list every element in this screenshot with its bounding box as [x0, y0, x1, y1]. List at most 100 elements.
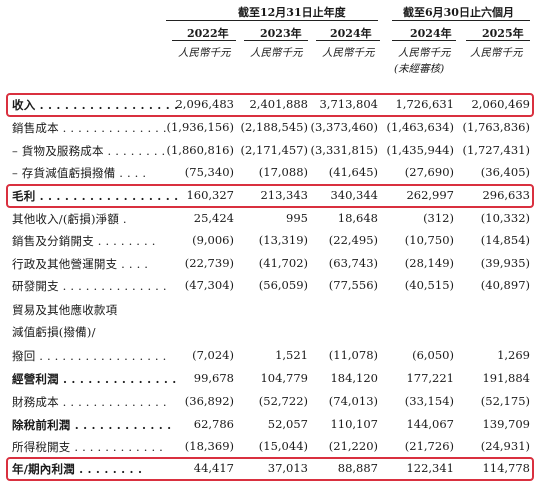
cell-value: (24,931) — [480, 439, 530, 453]
cell-value: (52,175) — [480, 394, 530, 408]
cell-value: (10,332) — [480, 211, 530, 225]
cell-value: (3,373,460) — [310, 120, 378, 134]
year-header: 2024年 — [330, 27, 372, 40]
cell-value: 1,726,631 — [395, 97, 454, 111]
cell-value: (9,006) — [192, 233, 234, 247]
revenue-highlight-box — [6, 93, 534, 117]
cell-value: 144,067 — [406, 417, 454, 431]
year-rule — [244, 40, 308, 41]
cell-value: (11,078) — [328, 348, 378, 362]
cell-value: (18,369) — [184, 439, 234, 453]
cell-value: 114,778 — [482, 461, 530, 475]
cell-value: (74,013) — [328, 394, 378, 408]
cell-value: 340,344 — [330, 188, 378, 202]
cell-value: 184,120 — [330, 371, 378, 385]
cell-value: 1,269 — [497, 348, 530, 362]
year-header: 2022年 — [187, 27, 229, 40]
cell-value: (36,405) — [480, 165, 530, 179]
cell-value: (36,892) — [184, 394, 234, 408]
row-label: 其他收入/(虧損)淨額 . — [12, 212, 127, 226]
cell-value: (75,340) — [184, 165, 234, 179]
cell-value: (22,739) — [184, 256, 234, 270]
row-label: 毛利 . . . . . . . . . . . . . . . . . — [12, 189, 179, 203]
cell-value: 44,417 — [193, 461, 234, 475]
cell-value: 1,521 — [275, 348, 308, 362]
cell-value: (56,059) — [258, 278, 308, 292]
cell-value: (33,154) — [404, 394, 454, 408]
cell-value: 122,341 — [406, 461, 454, 475]
cell-value: 52,057 — [267, 417, 308, 431]
cell-value: (1,435,944) — [386, 143, 454, 157]
cell-value: (22,495) — [328, 233, 378, 247]
year-rule — [316, 40, 380, 41]
unit-label: 人民幣千元 — [250, 47, 303, 59]
cell-value: (41,645) — [328, 165, 378, 179]
year-header: 2025年 — [482, 27, 524, 40]
row-label: 行政及其他營運開支 . . . . — [12, 257, 149, 271]
cell-value: (14,854) — [480, 233, 530, 247]
cell-value: 110,107 — [330, 417, 378, 431]
row-label: 銷售成本 . . . . . . . . . . . . . . — [12, 121, 167, 135]
cell-value: (39,935) — [480, 256, 530, 270]
fiscal-year-group-rule — [166, 20, 378, 21]
cell-value: (27,690) — [404, 165, 454, 179]
cell-value: 160,327 — [186, 188, 234, 202]
row-label: 減值虧損(撥備)/ — [12, 325, 96, 339]
row-label: 所得稅開支 . . . . . . . . . . . . — [12, 440, 164, 454]
cell-value: 2,096,483 — [175, 97, 234, 111]
cell-value: 37,013 — [267, 461, 308, 475]
unit-label: 人民幣千元 — [178, 47, 231, 59]
cell-value: (77,556) — [328, 278, 378, 292]
cell-value: 3,713,804 — [319, 97, 378, 111]
cell-value: (21,220) — [328, 439, 378, 453]
cell-value: 18,648 — [337, 211, 378, 225]
row-label: 收入 . . . . . . . . . . . . . . . . . — [12, 98, 179, 112]
year-header: 2024年 — [410, 27, 452, 40]
year-rule — [466, 40, 530, 41]
row-label: – 貨物及服務成本 . . . . . . . . — [12, 144, 166, 158]
cell-value: 262,997 — [406, 188, 454, 202]
cell-value: (41,702) — [258, 256, 308, 270]
year-rule — [392, 40, 456, 41]
cell-value: 104,779 — [260, 371, 308, 385]
cell-value: (47,304) — [184, 278, 234, 292]
row-label: 銷售及分銷開支 . . . . . . . . — [12, 234, 156, 248]
unit-label: 人民幣千元 — [398, 47, 451, 59]
year-header: 2023年 — [260, 27, 302, 40]
row-label: – 存貨減值虧損撥備 . . . . — [12, 166, 147, 180]
row-label: 財務成本 . . . . . . . . . . . . . . — [12, 395, 167, 409]
cell-value: (1,727,431) — [462, 143, 530, 157]
cell-value: 296,633 — [482, 188, 530, 202]
cell-value: 88,887 — [337, 461, 378, 475]
unaudited-label: (未經審核) — [394, 63, 445, 75]
cell-value: (28,149) — [404, 256, 454, 270]
cell-value: 2,060,469 — [471, 97, 530, 111]
cell-value: (7,024) — [192, 348, 234, 362]
row-label: 貿易及其他應收款項 — [12, 303, 118, 317]
cell-value: (21,726) — [404, 439, 454, 453]
cell-value: 62,786 — [193, 417, 234, 431]
cell-value: (10,750) — [404, 233, 454, 247]
cell-value: (1,860,816) — [166, 143, 234, 157]
row-label: 除稅前利潤 . . . . . . . . . . . . — [12, 418, 172, 432]
half-year-group-header: 截至6月30日止六個月 — [403, 6, 514, 19]
cell-value: (1,763,836) — [462, 120, 530, 134]
cell-value: 99,678 — [193, 371, 234, 385]
row-label: 研發開支 . . . . . . . . . . . . . . — [12, 279, 167, 293]
cell-value: (6,050) — [412, 348, 454, 362]
half-year-group-rule — [392, 20, 530, 21]
cell-value: (1,463,634) — [386, 120, 454, 134]
cell-value: 25,424 — [193, 211, 234, 225]
cell-value: (15,044) — [258, 439, 308, 453]
cell-value: (13,319) — [258, 233, 308, 247]
net-profit-highlight-box — [6, 457, 534, 481]
cell-value: 2,401,888 — [249, 97, 308, 111]
row-label: 撥回 . . . . . . . . . . . . . . . . . — [12, 349, 167, 363]
cell-value: 995 — [286, 211, 308, 225]
cell-value: (40,897) — [480, 278, 530, 292]
cell-value: (2,171,457) — [240, 143, 308, 157]
cell-value: 191,884 — [482, 371, 530, 385]
cell-value: (3,331,815) — [310, 143, 378, 157]
cell-value: (52,722) — [258, 394, 308, 408]
cell-value: (2,188,545) — [240, 120, 308, 134]
